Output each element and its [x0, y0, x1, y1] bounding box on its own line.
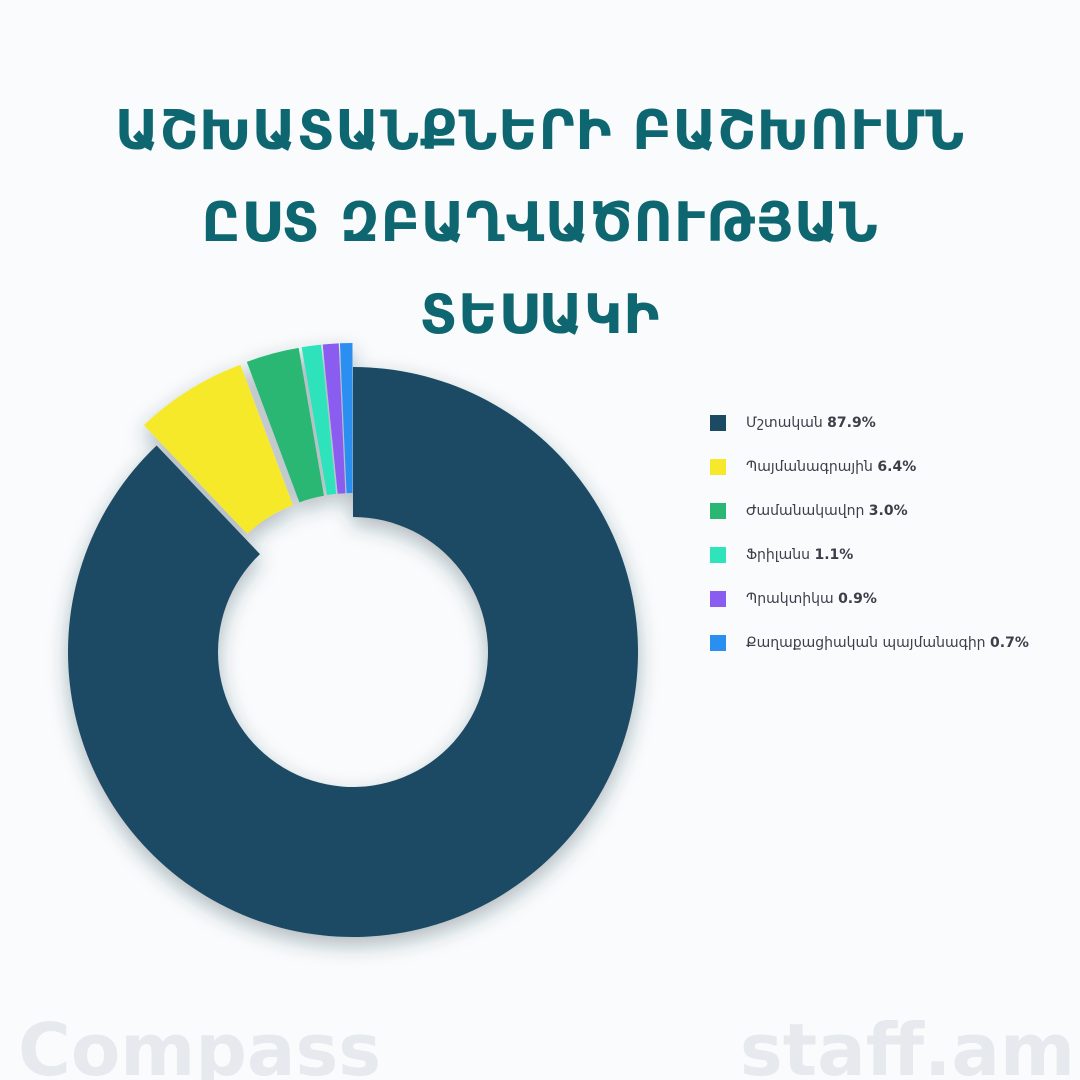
legend-swatch: [710, 415, 726, 431]
watermark: staff.am: [740, 1008, 1075, 1080]
legend: Մշտական 87.9% Պայմանագրային 6.4% Ժամանակավ…: [710, 415, 1029, 651]
donut-slice: [143, 364, 293, 534]
legend-name: Պայմանագրային: [746, 459, 873, 475]
legend-label: Քաղաքացիական պայմանագիր 0.7%: [746, 635, 1029, 651]
legend-name: Քաղաքացիական պայմանագիր: [746, 635, 986, 651]
donut-slice: [301, 344, 337, 496]
legend-label: Պրակտիկա 0.9%: [746, 591, 877, 607]
legend-name: Մշտական: [746, 415, 823, 431]
legend-value: 6.4%: [877, 459, 916, 475]
legend-value: 87.9%: [827, 415, 876, 431]
legend-swatch: [710, 547, 726, 563]
legend-label: Ֆրիլանս 1.1%: [746, 547, 853, 563]
donut: [67, 343, 638, 937]
legend-name: Ժամանակավոր: [746, 503, 864, 519]
legend-name: Ֆրիլանս: [746, 547, 810, 563]
legend-swatch: [710, 635, 726, 651]
chart-title: ԱՇԽԱՏԱՆՔՆԵՐԻ ԲԱՇԽՈՒՄՆ ԸՍՏ ԶԲԱՂՎԱԾՈՒԹՅԱՆ …: [114, 99, 966, 346]
watermark: Compass: [18, 1008, 381, 1080]
legend-label: Պայմանագրային 6.4%: [746, 459, 916, 475]
donut-slice: [67, 367, 638, 937]
legend-swatch: [710, 591, 726, 607]
donut-slice: [322, 343, 346, 494]
donut-slice: [339, 343, 353, 494]
donut-slice: [246, 347, 324, 503]
legend-value: 0.9%: [838, 591, 877, 607]
legend-label: Ժամանակավոր 3.0%: [746, 503, 908, 519]
legend-value: 3.0%: [869, 503, 908, 519]
legend-label: Մշտական 87.9%: [746, 415, 876, 431]
legend-name: Պրակտիկա: [746, 591, 834, 607]
legend-swatch: [710, 503, 726, 519]
legend-swatch: [710, 459, 726, 475]
legend-value: 0.7%: [990, 635, 1029, 651]
legend-value: 1.1%: [814, 547, 853, 563]
